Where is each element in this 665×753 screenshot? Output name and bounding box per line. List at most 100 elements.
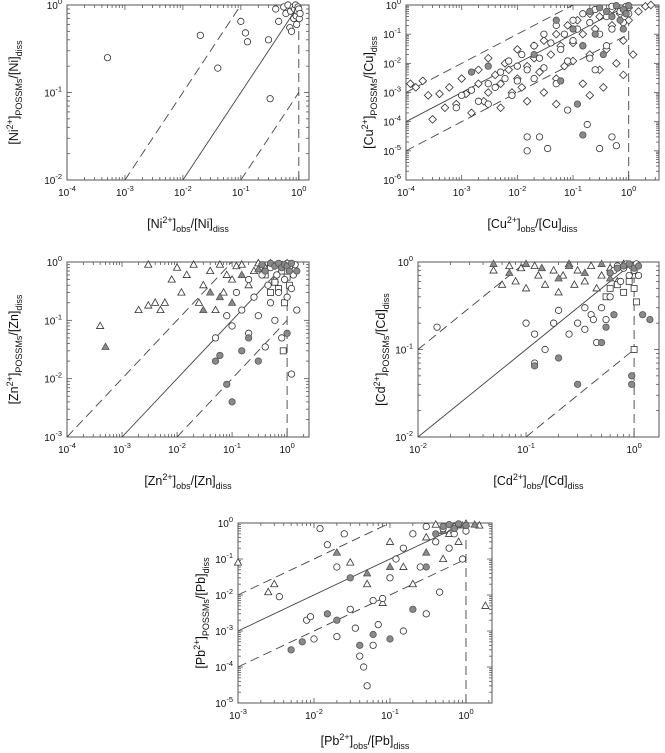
data-point-circle-open: [293, 306, 301, 314]
data-point-circle-open: [513, 77, 521, 85]
data-point-triangle-open: [269, 579, 279, 588]
data-point-diamond-open: [522, 96, 532, 106]
data-point-circle-filled: [409, 605, 417, 613]
y-axis-label: [Zn2+]POSSMs/[Zn]diss: [5, 294, 24, 404]
data-point-circle-filled: [610, 311, 618, 319]
data-point-circle-filled: [573, 100, 582, 108]
data-point-circle-open: [264, 281, 272, 289]
data-point-circle-open: [612, 142, 620, 150]
tick-label: 10-1: [381, 707, 399, 722]
data-point-circle-open: [232, 288, 241, 297]
data-point-circle-open: [287, 370, 296, 378]
data-point-square-open: [620, 288, 628, 296]
x-axis-label: [Pb2+]obs/[Pb]diss: [321, 732, 410, 751]
data-point-triangle-filled: [597, 259, 606, 267]
tick-label: 10-4: [383, 114, 401, 129]
data-point-circle-filled: [356, 641, 364, 649]
data-point-circle-open: [264, 36, 273, 44]
data-point-circle-filled: [323, 610, 331, 618]
data-point-circle-open: [271, 316, 279, 324]
data-point-circle-filled: [574, 380, 582, 388]
tick-label: 10-2: [174, 184, 192, 199]
tick-label: 10-1: [383, 26, 401, 41]
data-point-circle-filled: [552, 16, 560, 24]
panel-pb: 10-3 10-2 10-1 100 10-5 10-4 10-3 10-2 10-1 100 [P…: [192, 515, 493, 751]
data-point-circle-open: [228, 322, 236, 330]
data-point-circle-open: [369, 596, 377, 605]
tick-label: 10-2: [409, 441, 427, 456]
data-point-circle-open: [597, 304, 606, 312]
data-point-circle-filled: [634, 262, 643, 270]
data-point-circle-open: [392, 555, 400, 563]
data-point-circle-open: [579, 10, 587, 18]
tick-label: 100: [386, 0, 401, 12]
data-point-circle-open: [491, 83, 499, 91]
data-point-circle-filled: [628, 380, 636, 388]
data-point-triangle-filled: [537, 263, 547, 272]
data-point-triangle-open: [205, 266, 215, 275]
data-point-circle-filled: [223, 380, 231, 388]
data-point-circle-open: [103, 54, 112, 62]
data-point-circle-open: [496, 68, 505, 76]
data-point-circle-open: [602, 315, 610, 324]
tick-label: 10-2: [395, 429, 413, 444]
data-point-circle-filled: [628, 372, 636, 380]
data-point-circle-open: [544, 144, 552, 153]
panel-zn: 10-4 10-3 10-2 10-1 10010-310-210-1100[Zn2+]…: [5, 254, 310, 491]
data-point-circle-open: [535, 54, 544, 62]
tick-label: 100: [458, 707, 473, 722]
plot-frame: [237, 522, 493, 704]
data-point-triangle-open: [95, 321, 105, 329]
x-axis-label: [Ni2+]obs/[Ni]diss: [147, 215, 229, 234]
data-point-triangle-open: [438, 554, 448, 562]
data-point-circle-filled: [216, 351, 224, 360]
data-point-circle-open: [595, 144, 604, 153]
data-point-circle-open: [523, 66, 531, 74]
tick-label: 10-3: [383, 85, 401, 100]
tick-label: 10-2: [44, 172, 62, 187]
data-point-triangle-open: [586, 261, 596, 270]
data-point-circle-open: [243, 38, 252, 46]
tick-label: 10-4: [58, 441, 76, 456]
data-point-diamond-open: [595, 12, 604, 21]
data-point-circle-open: [586, 54, 594, 62]
tick-label: 10-1: [232, 184, 250, 199]
data-point-circle-open: [293, 20, 301, 29]
data-point-triangle-open: [511, 276, 520, 285]
data-point-circle-open: [296, 9, 304, 18]
data-point-circle-filled: [287, 259, 296, 267]
tick-label: 100: [398, 254, 413, 269]
data-point-diamond-open: [646, 0, 656, 10]
data-point-circle-open: [557, 45, 565, 54]
data-point-circle-filled: [293, 267, 301, 275]
data-point-triangle-open: [534, 270, 543, 279]
reference-dashed-line: [238, 558, 467, 668]
data-point-triangle-filled: [227, 298, 237, 306]
data-point-circle-filled: [258, 261, 266, 269]
x-axis-label: [Cu2+]obs/[Cu]diss: [487, 215, 578, 234]
data-point-diamond-open: [435, 89, 444, 99]
data-point-diamond-open: [428, 114, 437, 124]
data-point-circle-filled: [602, 7, 611, 16]
data-point-circle-open: [369, 641, 377, 649]
data-point-circle-open: [484, 80, 492, 88]
plot-frame: [66, 4, 310, 181]
data-point-triangle-open: [454, 537, 463, 545]
data-point-diamond-open: [496, 103, 505, 113]
data-point-triangle-filled: [554, 273, 563, 282]
tick-label: 10-2: [44, 371, 62, 386]
data-point-circle-filled: [285, 267, 293, 275]
data-point-circle-filled: [613, 264, 621, 272]
plot-frame: [417, 261, 660, 438]
data-point-circle-open: [399, 627, 407, 635]
x-axis-label: [Zn2+]obs/[Zn]diss: [144, 472, 232, 491]
data-point-circle-open: [541, 345, 549, 354]
data-point-circle-filled: [439, 522, 447, 531]
data-point-circle-open: [513, 62, 521, 70]
tick-label: 10-5: [383, 143, 401, 158]
data-point-circle-open: [581, 325, 589, 333]
panel-cu: 10-4 10-3 10-2 10-1 100 10-6 10-5 10-4 10-3 10-2 1…: [360, 0, 660, 234]
data-point-square-open: [625, 278, 633, 285]
data-point-square-open: [271, 278, 279, 286]
